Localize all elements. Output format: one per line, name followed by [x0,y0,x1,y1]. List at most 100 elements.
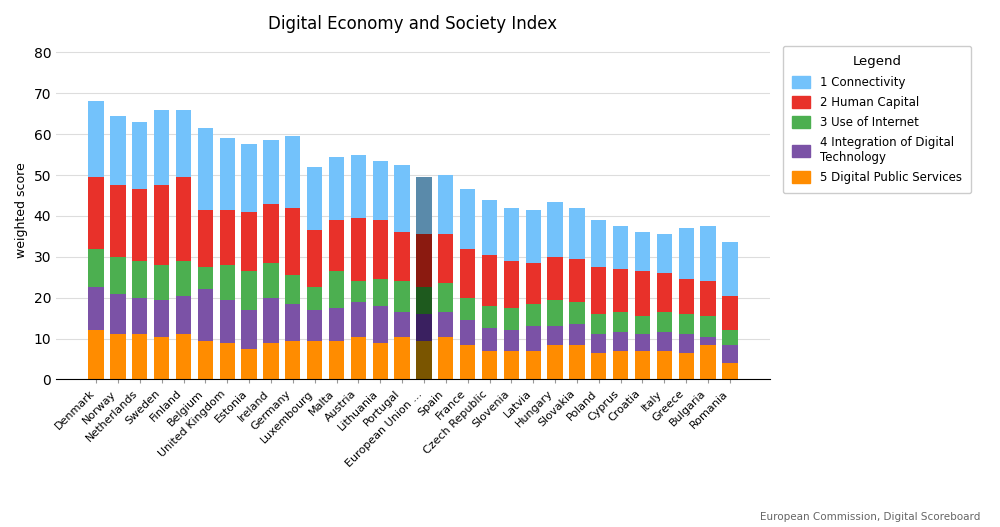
Bar [132,189,147,261]
Bar [263,203,279,263]
Bar [547,345,563,379]
Bar [329,340,344,379]
Bar [307,310,322,340]
Bar [526,326,541,351]
Bar [285,304,300,340]
Bar [460,298,475,320]
Bar [635,335,650,351]
Bar [438,235,453,284]
Bar [132,298,147,335]
Text: European Commission, Digital Scoreboard: European Commission, Digital Scoreboard [760,512,980,522]
Bar [394,337,410,379]
Bar [657,235,672,273]
Bar [241,271,257,310]
Bar [263,298,279,343]
Bar [416,340,432,379]
Bar [613,226,628,269]
Bar [635,232,650,271]
Bar [504,330,519,351]
Bar [110,116,126,186]
Bar [679,228,694,279]
Bar [351,337,366,379]
Y-axis label: weighted score: weighted score [15,162,28,258]
Bar [438,337,453,379]
Bar [394,312,410,337]
Bar [154,300,169,337]
Bar [526,210,541,263]
Bar [285,340,300,379]
Bar [569,324,585,345]
Bar [526,304,541,326]
Bar [679,314,694,335]
Bar [241,310,257,349]
Bar [416,177,432,235]
Bar [176,335,191,379]
Bar [460,249,475,298]
Bar [351,154,366,218]
Bar [132,122,147,189]
Bar [416,287,432,314]
Bar [176,296,191,335]
Bar [460,345,475,379]
Bar [154,186,169,265]
Bar [88,287,104,330]
Legend: 1 Connectivity, 2 Human Capital, 3 Use of Internet, 4 Integration of Digital
Tec: 1 Connectivity, 2 Human Capital, 3 Use o… [783,46,971,193]
Bar [176,261,191,296]
Bar [700,226,716,281]
Bar [657,312,672,333]
Bar [373,279,388,306]
Bar [591,335,606,353]
Bar [700,345,716,379]
Bar [198,128,213,210]
Bar [722,330,738,345]
Bar [438,284,453,312]
Bar [132,335,147,379]
Bar [241,212,257,271]
Bar [110,257,126,294]
Bar [613,269,628,312]
Bar [88,249,104,287]
Bar [547,300,563,326]
Bar [569,302,585,324]
Bar [329,157,344,220]
Bar [657,273,672,312]
Bar [110,186,126,257]
Bar [460,320,475,345]
Bar [220,343,235,379]
Bar [198,289,213,340]
Bar [482,306,497,328]
Bar [635,316,650,335]
Bar [700,281,716,316]
Bar [438,312,453,337]
Bar [373,306,388,343]
Bar [351,302,366,337]
Bar [526,351,541,379]
Bar [351,281,366,302]
Bar [722,363,738,379]
Bar [591,353,606,379]
Bar [220,210,235,265]
Bar [307,287,322,310]
Bar [700,337,716,345]
Bar [460,189,475,249]
Bar [526,263,541,304]
Bar [285,275,300,304]
Bar [373,343,388,379]
Bar [547,257,563,300]
Bar [591,267,606,314]
Bar [547,326,563,345]
Bar [329,220,344,271]
Bar [373,220,388,279]
Bar [591,220,606,267]
Bar [657,333,672,351]
Bar [591,314,606,335]
Bar [220,265,235,300]
Bar [176,177,191,261]
Bar [154,337,169,379]
Bar [679,353,694,379]
Bar [329,271,344,308]
Bar [722,296,738,330]
Bar [241,349,257,379]
Bar [88,330,104,379]
Bar [394,281,410,312]
